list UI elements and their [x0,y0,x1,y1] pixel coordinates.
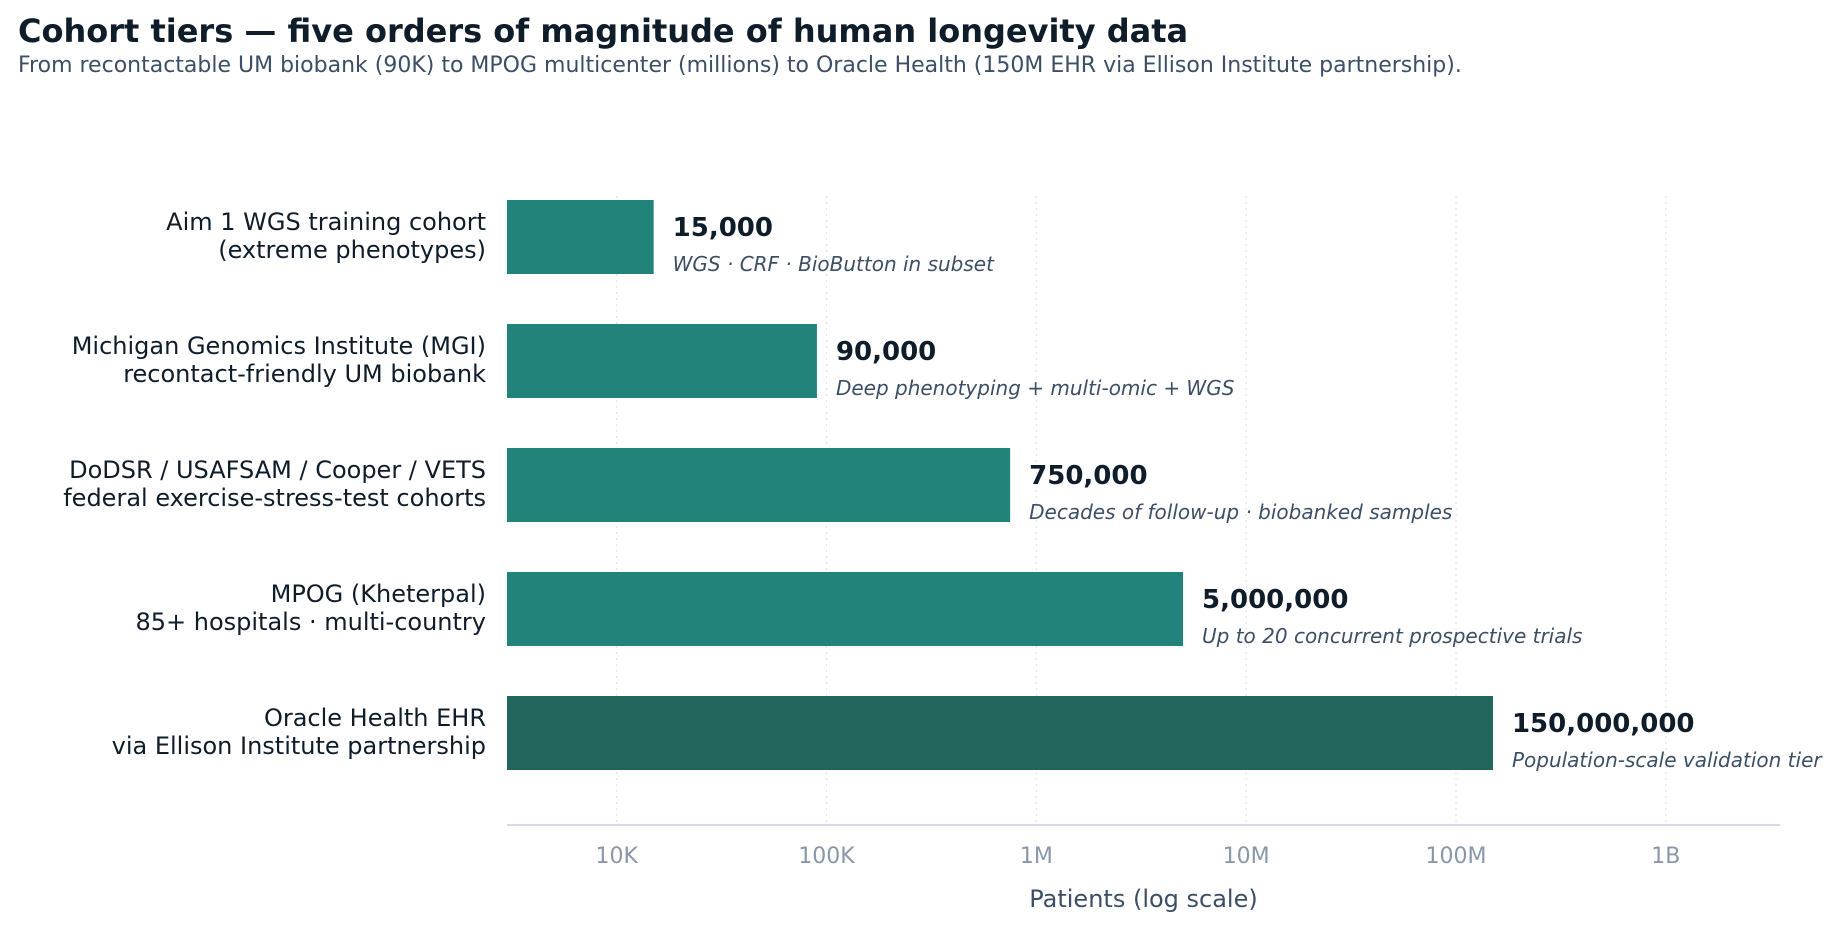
category-label: (extreme phenotypes) [218,236,486,264]
annotation-label: Deep phenotyping + multi-omic + WGS [836,376,1235,400]
value-label: 90,000 [836,337,936,367]
value-label: 750,000 [1029,461,1147,491]
annotation-label: Decades of follow-up · biobanked samples [1029,500,1452,524]
category-label: federal exercise-stress-test cohorts [63,484,486,512]
bar [507,324,817,398]
bar [507,572,1184,646]
x-tick-label: 1M [1020,844,1053,869]
chart-subtitle: From recontactable UM biobank (90K) to M… [18,53,1462,78]
annotation-label: Up to 20 concurrent prospective trials [1202,624,1582,648]
category-label: Oracle Health EHR [264,704,486,732]
bar [507,200,654,274]
annotation-labels: WGS · CRF · BioButton in subset Deep phen… [673,252,1824,772]
value-label: 5,000,000 [1202,585,1348,615]
value-label: 15,000 [673,213,773,243]
bar [507,448,1011,522]
x-ticks: 10K 100K 1M 10M 100M 1B [596,844,1681,869]
value-labels: 15,000 90,000 750,000 5,000,000 150,000,000 [673,213,1695,739]
category-label: Aim 1 WGS training cohort [166,208,486,236]
x-axis-label: Patients (log scale) [1029,885,1257,913]
category-label: MPOG (Kheterpal) [271,580,486,608]
value-label: 150,000,000 [1512,709,1695,739]
annotation-label: Population-scale validation tier [1512,748,1823,772]
category-label: 85+ hospitals · multi-country [135,608,486,636]
x-tick-label: 100M [1426,844,1487,869]
annotation-label: WGS · CRF · BioButton in subset [673,252,995,276]
x-tick-label: 10K [596,844,639,869]
category-label: recontact-friendly UM biobank [123,360,486,388]
category-label: Michigan Genomics Institute (MGI) [72,332,486,360]
category-label: via Ellison Institute partnership [112,732,486,760]
bar [507,696,1493,770]
bars [507,200,1493,770]
chart-title: Cohort tiers — five orders of magnitude … [18,12,1189,50]
x-tick-label: 100K [798,844,855,869]
category-label: DoDSR / USAFSAM / Cooper / VETS [69,456,486,484]
x-tick-label: 1B [1651,844,1680,869]
category-labels: Aim 1 WGS training cohort(extreme phenot… [63,208,486,760]
x-tick-label: 10M [1223,844,1270,869]
